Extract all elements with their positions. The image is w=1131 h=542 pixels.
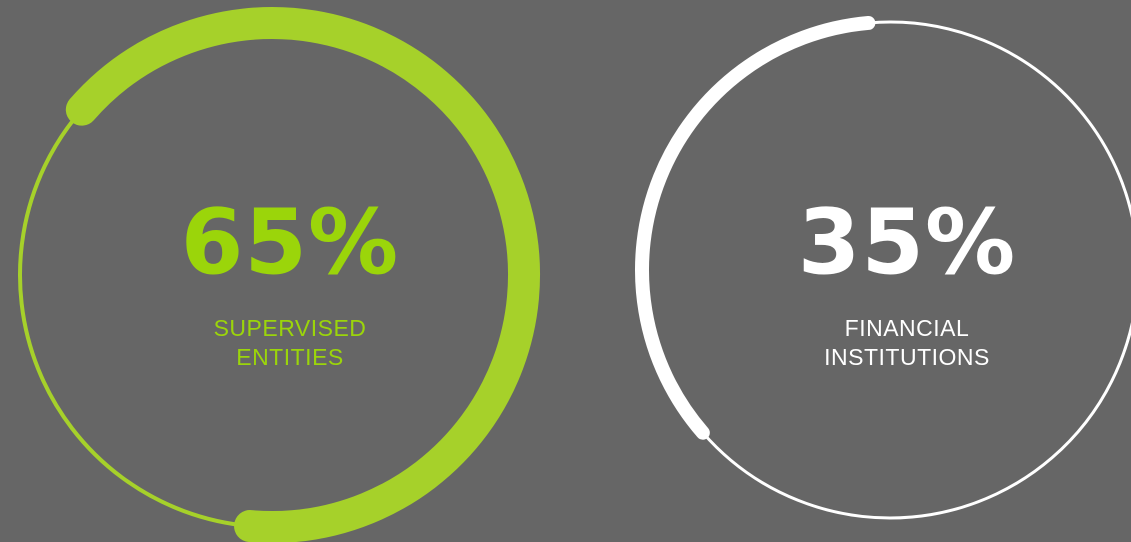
chart-2-label: FINANCIAL INSTITUTIONS — [757, 314, 1057, 372]
chart-1-center-text: 65% SUPERVISED ENTITIES — [140, 198, 440, 372]
chart-1-value: 65% — [180, 190, 400, 295]
chart-1-value-arc — [65, 7, 540, 542]
chart-2-label-line1: FINANCIAL — [844, 315, 970, 341]
chart-2-remainder-arc — [701, 20, 1131, 520]
chart-2-label-line2: INSTITUTIONS — [824, 344, 990, 370]
chart-1-label-line1: SUPERVISED — [213, 315, 367, 341]
chart-2-center-text: 35% FINANCIAL INSTITUTIONS — [757, 198, 1057, 372]
chart-2-value-arc — [635, 15, 876, 440]
chart-2-value: 35% — [797, 190, 1017, 295]
chart-1-remainder-arc — [18, 107, 253, 529]
chart-1-label: SUPERVISED ENTITIES — [140, 314, 440, 372]
chart-1-label-line2: ENTITIES — [236, 344, 344, 370]
